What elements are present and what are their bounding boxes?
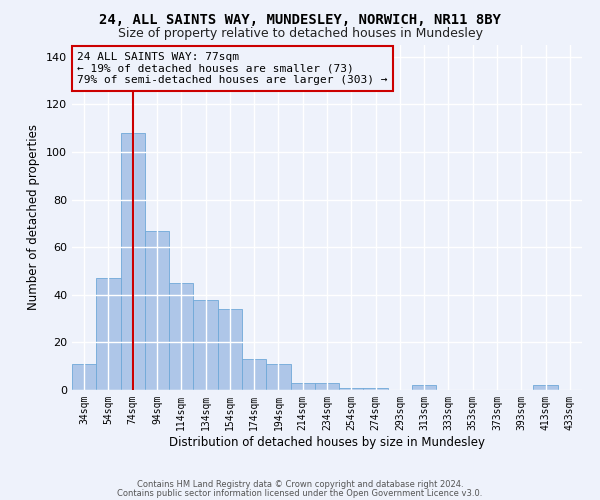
Bar: [145, 230, 169, 390]
Bar: [533, 385, 558, 390]
Bar: [72, 364, 96, 390]
X-axis label: Distribution of detached houses by size in Mundesley: Distribution of detached houses by size …: [169, 436, 485, 448]
Y-axis label: Number of detached properties: Number of detached properties: [28, 124, 40, 310]
Bar: [193, 300, 218, 390]
Bar: [218, 309, 242, 390]
Bar: [339, 388, 364, 390]
Text: Contains HM Land Registry data © Crown copyright and database right 2024.: Contains HM Land Registry data © Crown c…: [137, 480, 463, 489]
Bar: [412, 385, 436, 390]
Text: 24 ALL SAINTS WAY: 77sqm
← 19% of detached houses are smaller (73)
79% of semi-d: 24 ALL SAINTS WAY: 77sqm ← 19% of detach…: [77, 52, 388, 85]
Bar: [364, 388, 388, 390]
Bar: [242, 359, 266, 390]
Bar: [96, 278, 121, 390]
Bar: [266, 364, 290, 390]
Bar: [169, 283, 193, 390]
Text: Contains public sector information licensed under the Open Government Licence v3: Contains public sector information licen…: [118, 489, 482, 498]
Bar: [290, 383, 315, 390]
Bar: [121, 133, 145, 390]
Text: Size of property relative to detached houses in Mundesley: Size of property relative to detached ho…: [118, 28, 482, 40]
Text: 24, ALL SAINTS WAY, MUNDESLEY, NORWICH, NR11 8BY: 24, ALL SAINTS WAY, MUNDESLEY, NORWICH, …: [99, 12, 501, 26]
Bar: [315, 383, 339, 390]
